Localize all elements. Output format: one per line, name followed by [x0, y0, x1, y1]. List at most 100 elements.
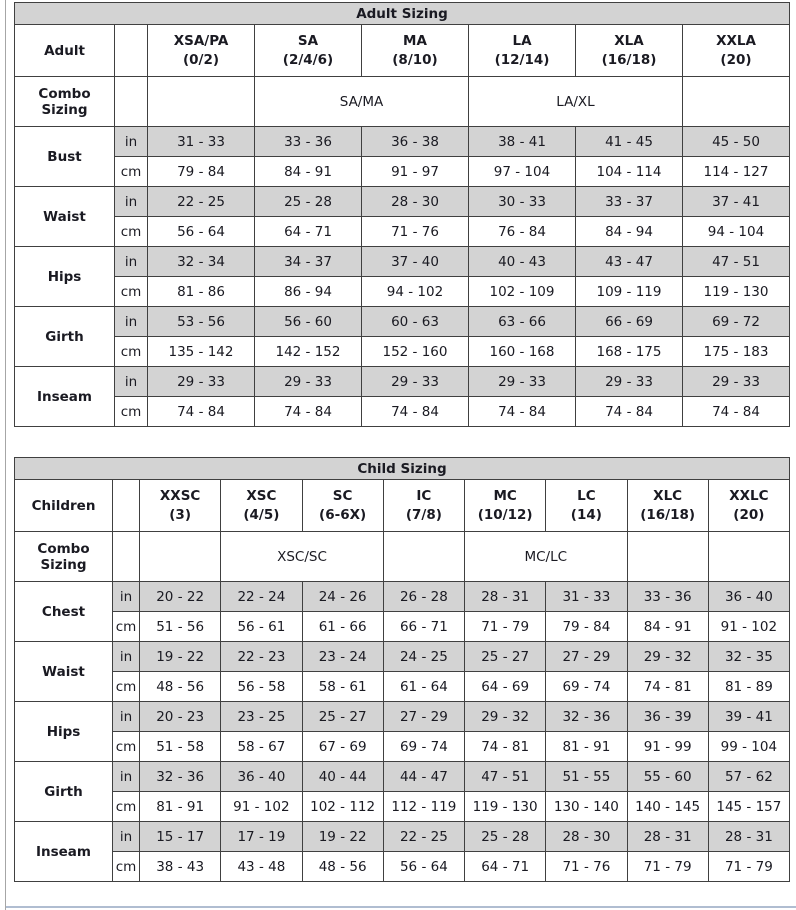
size-column-header: SA (2/4/6) — [254, 24, 362, 77]
size-numbers: (20) — [733, 506, 765, 523]
unit-label: cm — [112, 731, 140, 762]
size-range-cell: 67 - 69 — [301, 731, 384, 762]
size-code: XLC — [653, 487, 683, 504]
child-group-label: Children — [14, 479, 113, 532]
unit-label: cm — [112, 791, 140, 822]
size-range-cell: 22 - 25 — [382, 821, 466, 852]
size-range-cell: 47 - 51 — [463, 761, 547, 792]
size-numbers: (16/18) — [640, 506, 696, 523]
size-numbers: (8/10) — [392, 51, 438, 68]
size-range-cell: 175 - 183 — [682, 336, 790, 367]
size-range-cell: 28 - 31 — [626, 821, 709, 852]
size-range-cell: 51 - 55 — [545, 761, 628, 792]
size-range-cell: 51 - 56 — [138, 611, 222, 642]
size-range-cell: 29 - 32 — [463, 701, 547, 732]
size-range-cell: 69 - 74 — [545, 671, 628, 702]
size-range-cell: 28 - 30 — [361, 186, 469, 217]
size-range-cell: 48 - 56 — [301, 851, 384, 882]
combo-cell: XSC/SC — [220, 531, 384, 582]
size-range-cell: 32 - 36 — [138, 761, 222, 792]
size-range-cell: 64 - 69 — [463, 671, 547, 702]
size-column-header: XSA/PA (0/2) — [147, 24, 255, 77]
combo-cell — [707, 531, 791, 582]
size-range-cell: 36 - 39 — [626, 701, 709, 732]
size-range-cell: 142 - 152 — [254, 336, 362, 367]
size-range-cell: 23 - 24 — [301, 641, 384, 672]
size-range-cell: 29 - 33 — [468, 366, 576, 397]
measurement-in-row: Girth in 32 - 36 36 - 40 40 - 44 44 - 47 47 - … — [14, 761, 791, 822]
size-range-cell: 97 - 104 — [468, 156, 576, 187]
size-range-cell: 27 - 29 — [545, 641, 628, 672]
size-range-cell: 36 - 40 — [220, 761, 303, 792]
size-range-cell: 130 - 140 — [545, 791, 628, 822]
size-range-cell: 25 - 28 — [463, 821, 547, 852]
size-range-cell: 25 - 27 — [301, 701, 384, 732]
size-range-cell: 102 - 112 — [301, 791, 384, 822]
size-range-cell: 32 - 34 — [147, 246, 255, 277]
size-range-cell: 56 - 64 — [382, 851, 466, 882]
size-range-cell: 20 - 22 — [138, 581, 222, 612]
size-range-cell: 94 - 104 — [682, 216, 790, 247]
unit-label: cm — [112, 851, 140, 882]
size-range-cell: 33 - 36 — [626, 581, 709, 612]
unit-label: in — [114, 126, 148, 157]
size-range-cell: 91 - 99 — [626, 731, 709, 762]
size-range-cell: 66 - 71 — [382, 611, 466, 642]
measurement-in-row: Waist in 19 - 22 22 - 23 23 - 24 24 - 25 25 - … — [14, 641, 791, 702]
size-range-cell: 28 - 31 — [463, 581, 547, 612]
measurement-label: Hips — [14, 246, 115, 307]
size-code: XLA — [614, 32, 644, 49]
size-range-cell: 81 - 89 — [707, 671, 791, 702]
size-range-cell: 109 - 119 — [575, 276, 683, 307]
size-range-cell: 76 - 84 — [468, 216, 576, 247]
size-range-cell: 22 - 25 — [147, 186, 255, 217]
size-range-cell: 43 - 47 — [575, 246, 683, 277]
size-range-cell: 34 - 37 — [254, 246, 362, 277]
size-range-cell: 44 - 47 — [382, 761, 466, 792]
size-code: SC — [332, 487, 353, 504]
size-range-cell: 135 - 142 — [147, 336, 255, 367]
size-range-cell: 66 - 69 — [575, 306, 683, 337]
size-range-cell: 79 - 84 — [147, 156, 255, 187]
size-range-cell: 140 - 145 — [626, 791, 709, 822]
measurement-cm-row: cm 51 - 58 58 - 67 67 - 69 69 - 74 74 - 81 81 … — [15, 731, 791, 762]
size-range-cell: 29 - 33 — [682, 366, 790, 397]
size-range-cell: 60 - 63 — [361, 306, 469, 337]
size-range-cell: 74 - 84 — [147, 396, 255, 427]
size-code: MC — [493, 487, 517, 504]
adult-combo-sizing-row: Combo Sizing SA/MA LA/XL — [14, 76, 790, 127]
size-range-cell: 69 - 74 — [382, 731, 466, 762]
size-range-cell: 55 - 60 — [626, 761, 709, 792]
size-range-cell: 58 - 61 — [301, 671, 384, 702]
size-range-cell: 84 - 94 — [575, 216, 683, 247]
size-range-cell: 57 - 62 — [707, 761, 791, 792]
combo-unit-cell — [112, 531, 140, 582]
size-range-cell: 20 - 23 — [138, 701, 222, 732]
size-range-cell: 119 - 130 — [682, 276, 790, 307]
size-range-cell: 37 - 40 — [361, 246, 469, 277]
size-range-cell: 32 - 35 — [707, 641, 791, 672]
child-table-title-row: Child Sizing — [14, 457, 790, 480]
unit-label: in — [114, 246, 148, 277]
size-range-cell: 47 - 51 — [682, 246, 790, 277]
size-range-cell: 51 - 58 — [138, 731, 222, 762]
size-range-cell: 37 - 41 — [682, 186, 790, 217]
measurement-cm-row: cm 38 - 43 43 - 48 48 - 56 56 - 64 64 - 71 71 … — [15, 851, 791, 882]
size-range-cell: 28 - 31 — [707, 821, 791, 852]
size-range-cell: 86 - 94 — [254, 276, 362, 307]
combo-cell — [382, 531, 466, 582]
size-range-cell: 74 - 84 — [682, 396, 790, 427]
size-range-cell: 24 - 25 — [382, 641, 466, 672]
size-range-cell: 74 - 84 — [254, 396, 362, 427]
size-range-cell: 56 - 64 — [147, 216, 255, 247]
measurement-cm-row: cm 48 - 56 56 - 58 58 - 61 61 - 64 64 - 69 69 … — [15, 671, 791, 702]
size-range-cell: 102 - 109 — [468, 276, 576, 307]
unit-label: cm — [112, 611, 140, 642]
size-range-cell: 22 - 24 — [220, 581, 303, 612]
measurement-cm-row: cm 79 - 84 84 - 91 91 - 97 97 - 104 104 - 114… — [15, 156, 790, 187]
size-numbers: (2/4/6) — [282, 51, 334, 68]
size-range-cell: 61 - 66 — [301, 611, 384, 642]
bottom-divider — [6, 906, 796, 908]
measurement-in-row: Inseam in 29 - 33 29 - 33 29 - 33 29 - 33 29 -… — [14, 366, 790, 427]
size-numbers: (4/5) — [243, 506, 280, 523]
